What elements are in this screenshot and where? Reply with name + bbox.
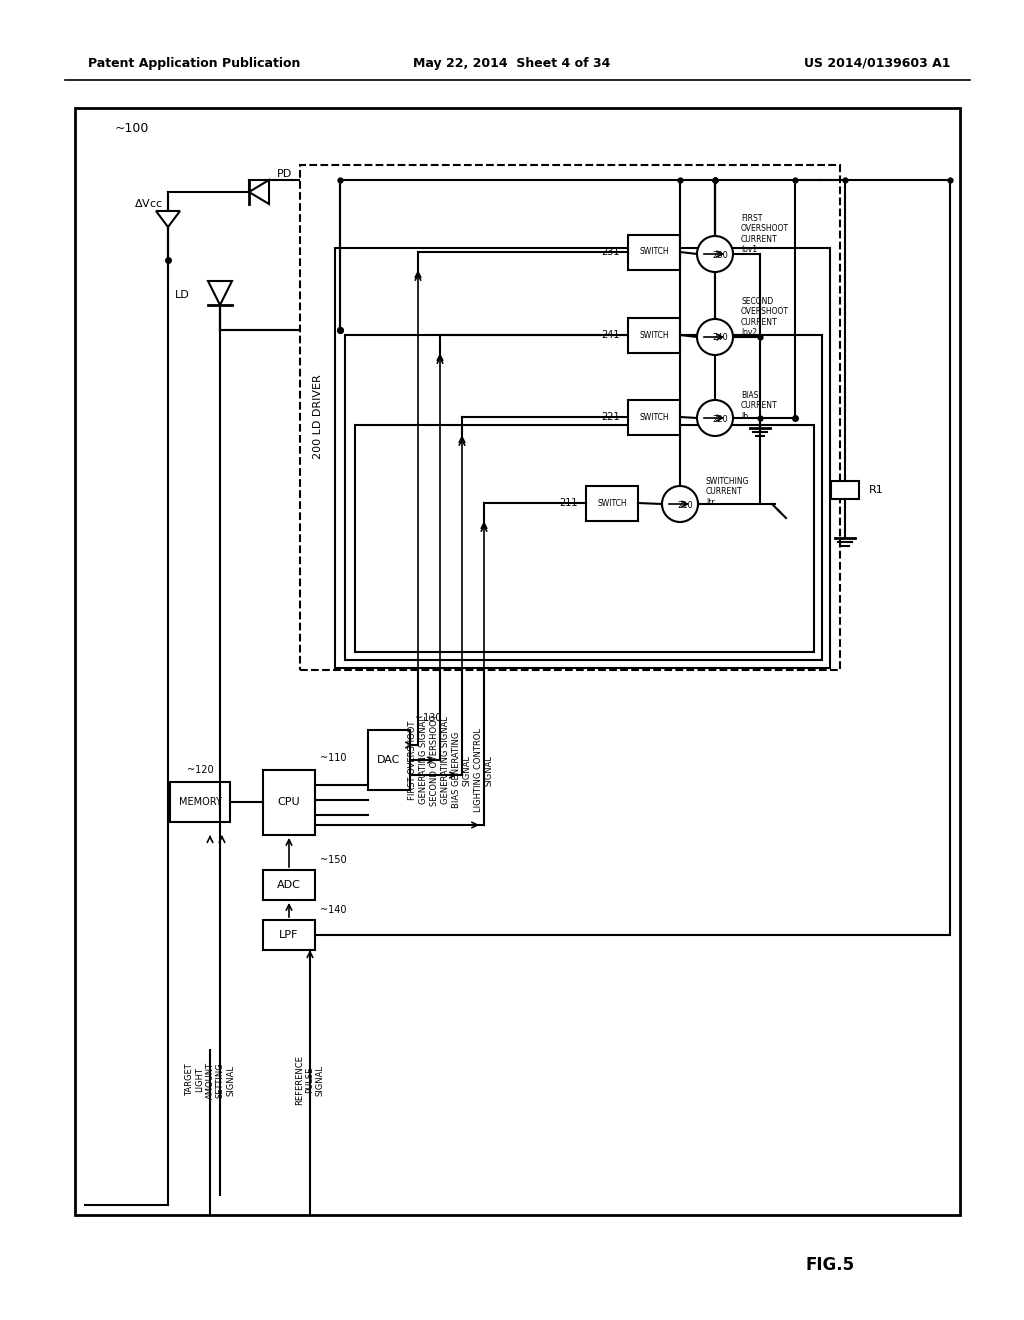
Text: MEMORY: MEMORY (178, 797, 221, 807)
Text: PD: PD (276, 169, 292, 180)
Bar (75, 108, 961, 1214)
Text: LPF: LPF (280, 931, 299, 940)
Circle shape (697, 400, 733, 436)
Polygon shape (249, 180, 269, 205)
Text: DAC: DAC (377, 755, 400, 766)
Bar (628, 318, 680, 352)
Text: BIAS
CURRENT
Ib: BIAS CURRENT Ib (741, 391, 777, 421)
Polygon shape (156, 211, 180, 227)
Text: SWITCHING
CURRENT
Itr: SWITCHING CURRENT Itr (706, 477, 750, 507)
Text: ~100: ~100 (115, 121, 150, 135)
Text: Patent Application Publication: Patent Application Publication (88, 57, 300, 70)
Bar (263, 870, 315, 900)
Bar (628, 400, 680, 436)
Text: REFERENCE
PULSE
SIGNAL: REFERENCE PULSE SIGNAL (295, 1055, 325, 1105)
Circle shape (697, 319, 733, 355)
Text: 200 LD DRIVER: 200 LD DRIVER (313, 375, 323, 459)
Text: 230: 230 (712, 251, 728, 260)
Bar (586, 486, 638, 521)
Bar (355, 425, 814, 652)
Bar (263, 920, 315, 950)
Polygon shape (208, 281, 232, 305)
Text: ~130: ~130 (415, 713, 441, 723)
Bar (345, 335, 822, 660)
Text: ~110: ~110 (319, 752, 346, 763)
Bar (831, 480, 859, 499)
Bar (300, 165, 840, 671)
Text: CPU: CPU (278, 797, 300, 807)
Bar (335, 248, 830, 668)
Text: 240: 240 (712, 334, 728, 342)
Text: 220: 220 (712, 414, 728, 424)
Text: SECOND OVERSHOOT
GENERATING SIGNAL: SECOND OVERSHOOT GENERATING SIGNAL (430, 714, 450, 807)
Text: FIRST OVERSHOOT
GENERATING SIGNAL: FIRST OVERSHOOT GENERATING SIGNAL (409, 715, 428, 804)
Bar (170, 781, 230, 822)
Bar (628, 235, 680, 271)
Text: 241: 241 (601, 330, 620, 341)
Text: TARGET
LIGHT
AMOUNT
SETTING
SIGNAL: TARGET LIGHT AMOUNT SETTING SIGNAL (184, 1061, 236, 1098)
Text: SECOND
OVERSHOOT
CURRENT
Iov2: SECOND OVERSHOOT CURRENT Iov2 (741, 297, 790, 337)
Text: ~120: ~120 (186, 766, 213, 775)
Text: SWITCH: SWITCH (639, 248, 669, 256)
Circle shape (697, 236, 733, 272)
Text: May 22, 2014  Sheet 4 of 34: May 22, 2014 Sheet 4 of 34 (414, 57, 610, 70)
Text: SWITCH: SWITCH (639, 330, 669, 339)
Text: US 2014/0139603 A1: US 2014/0139603 A1 (804, 57, 950, 70)
Bar (263, 770, 315, 836)
Text: ~140: ~140 (319, 906, 346, 915)
Text: 211: 211 (559, 498, 578, 508)
Text: ~150: ~150 (319, 855, 347, 865)
Bar (368, 730, 410, 789)
Text: ADC: ADC (278, 880, 301, 890)
Text: 210: 210 (677, 500, 693, 510)
Text: $\Delta$Vcc: $\Delta$Vcc (134, 197, 163, 209)
Circle shape (662, 486, 698, 521)
Text: SWITCH: SWITCH (639, 412, 669, 421)
Text: FIRST
OVERSHOOT
CURRENT
Iov1: FIRST OVERSHOOT CURRENT Iov1 (741, 214, 790, 253)
Text: 231: 231 (601, 247, 620, 257)
Text: R1: R1 (869, 484, 884, 495)
Text: SWITCH: SWITCH (597, 499, 627, 507)
Text: LD: LD (175, 290, 190, 300)
Text: BIAS GENERATING
SIGNAL: BIAS GENERATING SIGNAL (453, 731, 472, 808)
Text: FIG.5: FIG.5 (806, 1257, 855, 1274)
Text: LIGHTING CONTROL
SIGNAL: LIGHTING CONTROL SIGNAL (474, 729, 494, 812)
Text: 221: 221 (601, 412, 620, 422)
